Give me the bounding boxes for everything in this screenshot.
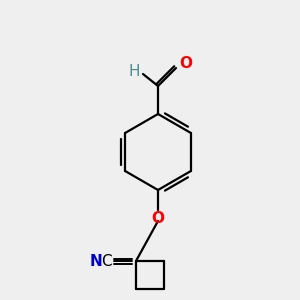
Text: N: N bbox=[89, 254, 102, 268]
Text: H: H bbox=[128, 64, 140, 80]
Text: C: C bbox=[101, 254, 112, 268]
Text: O: O bbox=[179, 56, 192, 71]
Text: O: O bbox=[152, 211, 164, 226]
